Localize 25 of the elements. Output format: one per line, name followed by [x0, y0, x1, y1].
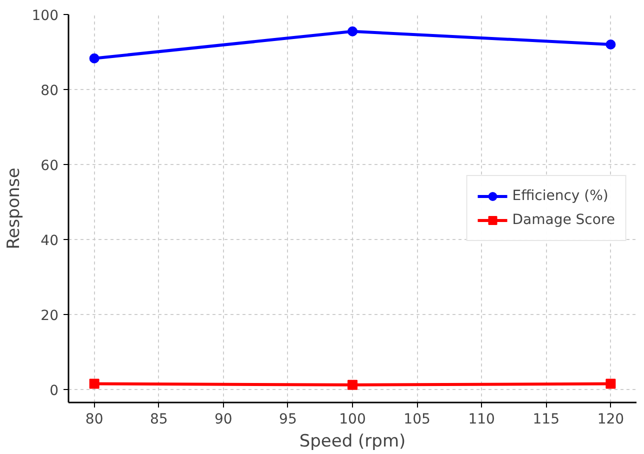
x-axis-title: Speed (rpm): [299, 432, 406, 452]
point: [89, 53, 100, 64]
legend-label: Damage Score: [512, 212, 615, 228]
y-tick-label: 80: [40, 82, 59, 99]
point: [348, 380, 358, 390]
y-tick-label: 100: [32, 8, 59, 24]
legend-label: Efficiency (%): [512, 188, 608, 204]
point: [606, 40, 616, 50]
y-axis-title: Response: [4, 168, 24, 250]
point: [89, 378, 100, 389]
y-tick-label: 0: [50, 382, 59, 399]
x-tick-label: 90: [214, 412, 232, 428]
x-tick-label: 115: [532, 412, 560, 428]
y-tick-label: 20: [40, 308, 59, 324]
point: [606, 378, 616, 389]
x-tick-label: 80: [85, 412, 104, 428]
x-tick-label: 95: [279, 412, 297, 428]
x-tick-label: 85: [150, 412, 168, 428]
y-tick-label: 40: [40, 232, 59, 249]
x-tick-label: 100: [339, 412, 366, 428]
x-tick-label: 110: [468, 412, 495, 428]
x-tick-label: 120: [597, 412, 624, 428]
point: [348, 26, 358, 36]
y-tick-label: 60: [40, 158, 59, 174]
x-tick-label: 105: [404, 412, 430, 428]
